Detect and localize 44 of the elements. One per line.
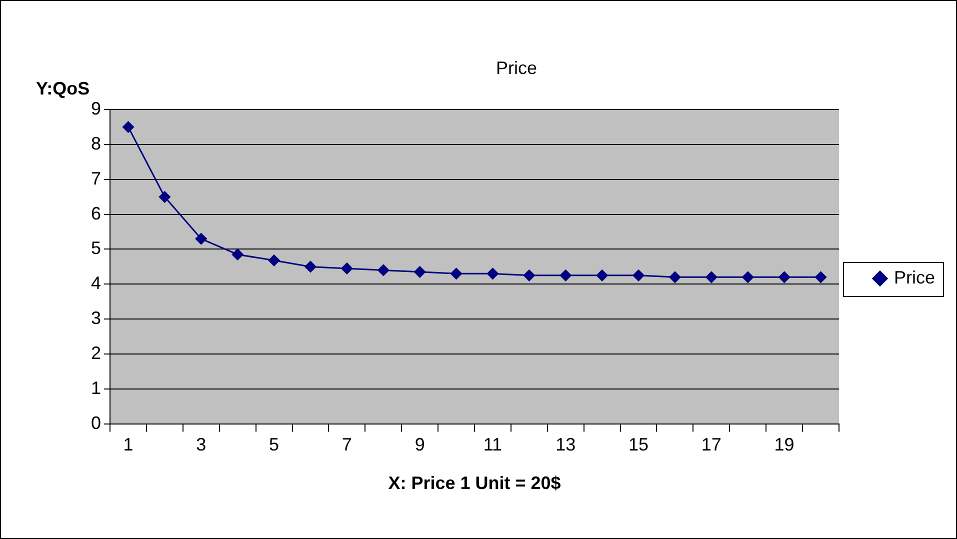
point [596, 270, 608, 282]
y-tick-label: 4 [90, 273, 102, 294]
y-tick-label: 5 [90, 238, 102, 258]
y-tick-label: 6 [90, 203, 102, 224]
point [341, 262, 353, 274]
y-tick-label: 8 [90, 133, 102, 154]
x-tick-label: 3 [196, 434, 206, 455]
legend-label: Price [894, 267, 936, 288]
y-tick-label: 0 [90, 412, 102, 433]
x-tick-label: 15 [628, 434, 649, 455]
x-tick-label: 5 [269, 434, 280, 455]
x-tick-label: 11 [483, 434, 502, 455]
point [195, 233, 207, 245]
point [378, 264, 390, 276]
y-tick-label: 9 [90, 98, 102, 119]
point [122, 121, 134, 133]
point [632, 270, 644, 282]
point [268, 254, 280, 266]
point [815, 271, 827, 283]
x-tick-label: 17 [701, 434, 722, 455]
point [158, 191, 170, 203]
x-tick-label: 19 [774, 434, 794, 455]
x-tick-label: 13 [556, 434, 576, 455]
y-tick-label: 2 [90, 342, 102, 363]
point [742, 271, 754, 283]
point [450, 268, 462, 280]
point [706, 271, 718, 283]
y-tick-label: 3 [90, 308, 102, 328]
y-axis-title: Y:QoS [36, 78, 90, 99]
point [523, 270, 535, 282]
x-axis-title: X: Price 1 Unit = 20$ [388, 473, 561, 494]
y-tick-label: 1 [90, 378, 102, 398]
point [304, 260, 316, 272]
x-tick-label: 1 [123, 434, 134, 455]
point [486, 268, 498, 280]
point [560, 270, 572, 282]
point [414, 266, 426, 278]
x-tick-label: 9 [414, 434, 425, 455]
point [669, 271, 681, 283]
point [778, 271, 790, 283]
y-tick-label: 7 [90, 168, 102, 188]
point [232, 248, 244, 260]
x-tick-label: 7 [342, 434, 352, 455]
chart-title: Price [496, 58, 538, 78]
